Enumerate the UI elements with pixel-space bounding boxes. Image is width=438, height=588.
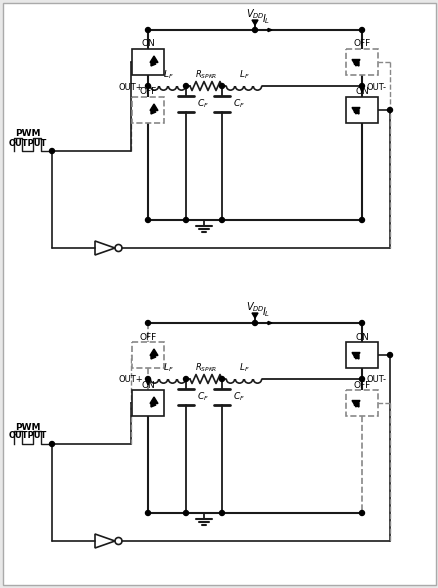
Text: ON: ON <box>141 39 155 48</box>
Circle shape <box>183 510 188 516</box>
Bar <box>345 49 377 75</box>
Bar <box>345 390 377 416</box>
Text: $R_{SPKR}$: $R_{SPKR}$ <box>194 69 217 81</box>
Circle shape <box>359 376 364 382</box>
Text: PWM: PWM <box>15 423 41 432</box>
Circle shape <box>183 218 188 222</box>
Text: $I_L$: $I_L$ <box>261 12 270 26</box>
Bar <box>132 49 164 75</box>
Polygon shape <box>353 355 358 359</box>
Circle shape <box>387 108 392 112</box>
Polygon shape <box>146 381 149 385</box>
Circle shape <box>359 28 364 32</box>
Text: $C_F$: $C_F$ <box>197 98 208 111</box>
Text: $V_{DD}$: $V_{DD}$ <box>245 7 264 21</box>
Circle shape <box>183 83 188 89</box>
Circle shape <box>219 218 224 222</box>
Polygon shape <box>150 104 158 111</box>
Text: OUTPUT: OUTPUT <box>9 432 47 440</box>
Text: OUT+: OUT+ <box>118 82 143 92</box>
Circle shape <box>145 510 150 516</box>
Polygon shape <box>360 88 363 92</box>
Text: ON: ON <box>354 332 368 342</box>
Circle shape <box>359 510 364 516</box>
Circle shape <box>219 376 224 382</box>
Circle shape <box>145 320 150 326</box>
Text: $C_F$: $C_F$ <box>197 391 208 403</box>
Text: $L_F$: $L_F$ <box>162 69 173 81</box>
Polygon shape <box>353 403 358 407</box>
Circle shape <box>219 510 224 516</box>
Polygon shape <box>150 397 158 403</box>
Circle shape <box>183 376 188 382</box>
Circle shape <box>252 320 257 326</box>
Polygon shape <box>351 352 359 359</box>
Polygon shape <box>150 349 158 356</box>
Text: ON: ON <box>141 380 155 389</box>
Text: OUTPUT: OUTPUT <box>9 139 47 148</box>
Text: $R_{SPKR}$: $R_{SPKR}$ <box>194 362 217 374</box>
Text: OUT-: OUT- <box>366 82 386 92</box>
Circle shape <box>49 149 54 153</box>
Circle shape <box>145 83 150 89</box>
Polygon shape <box>351 59 359 66</box>
Polygon shape <box>267 322 272 325</box>
Text: ON: ON <box>354 88 368 96</box>
Polygon shape <box>151 403 155 407</box>
Polygon shape <box>267 28 272 32</box>
Text: OFF: OFF <box>139 332 156 342</box>
Polygon shape <box>151 355 155 359</box>
Circle shape <box>145 218 150 222</box>
Text: OFF: OFF <box>353 380 370 389</box>
Bar <box>132 390 164 416</box>
Polygon shape <box>351 400 359 407</box>
Circle shape <box>219 83 224 89</box>
Circle shape <box>387 352 392 358</box>
Circle shape <box>145 28 150 32</box>
Circle shape <box>252 28 257 32</box>
Bar <box>345 97 377 123</box>
Text: $C_F$: $C_F$ <box>233 98 244 111</box>
Text: $V_{DD}$: $V_{DD}$ <box>245 300 264 314</box>
Polygon shape <box>351 108 359 114</box>
Text: $I_L$: $I_L$ <box>261 305 270 319</box>
Polygon shape <box>151 62 155 66</box>
Polygon shape <box>150 56 158 62</box>
Polygon shape <box>353 110 358 114</box>
Circle shape <box>49 442 54 446</box>
Circle shape <box>359 320 364 326</box>
Polygon shape <box>151 110 155 114</box>
Text: $C_F$: $C_F$ <box>233 391 244 403</box>
Bar <box>345 342 377 368</box>
Text: $L_F$: $L_F$ <box>238 69 249 81</box>
Bar <box>132 342 164 368</box>
Text: OFF: OFF <box>353 39 370 48</box>
Bar <box>132 97 164 123</box>
Text: OFF: OFF <box>139 88 156 96</box>
Text: PWM: PWM <box>15 129 41 139</box>
Polygon shape <box>251 313 258 318</box>
Text: OUT+: OUT+ <box>118 376 143 385</box>
Polygon shape <box>353 62 358 66</box>
Polygon shape <box>251 20 258 25</box>
Text: OUT-: OUT- <box>366 376 386 385</box>
Circle shape <box>359 218 364 222</box>
Circle shape <box>359 83 364 89</box>
Text: $L_F$: $L_F$ <box>238 362 249 374</box>
Text: $L_F$: $L_F$ <box>162 362 173 374</box>
Circle shape <box>145 376 150 382</box>
